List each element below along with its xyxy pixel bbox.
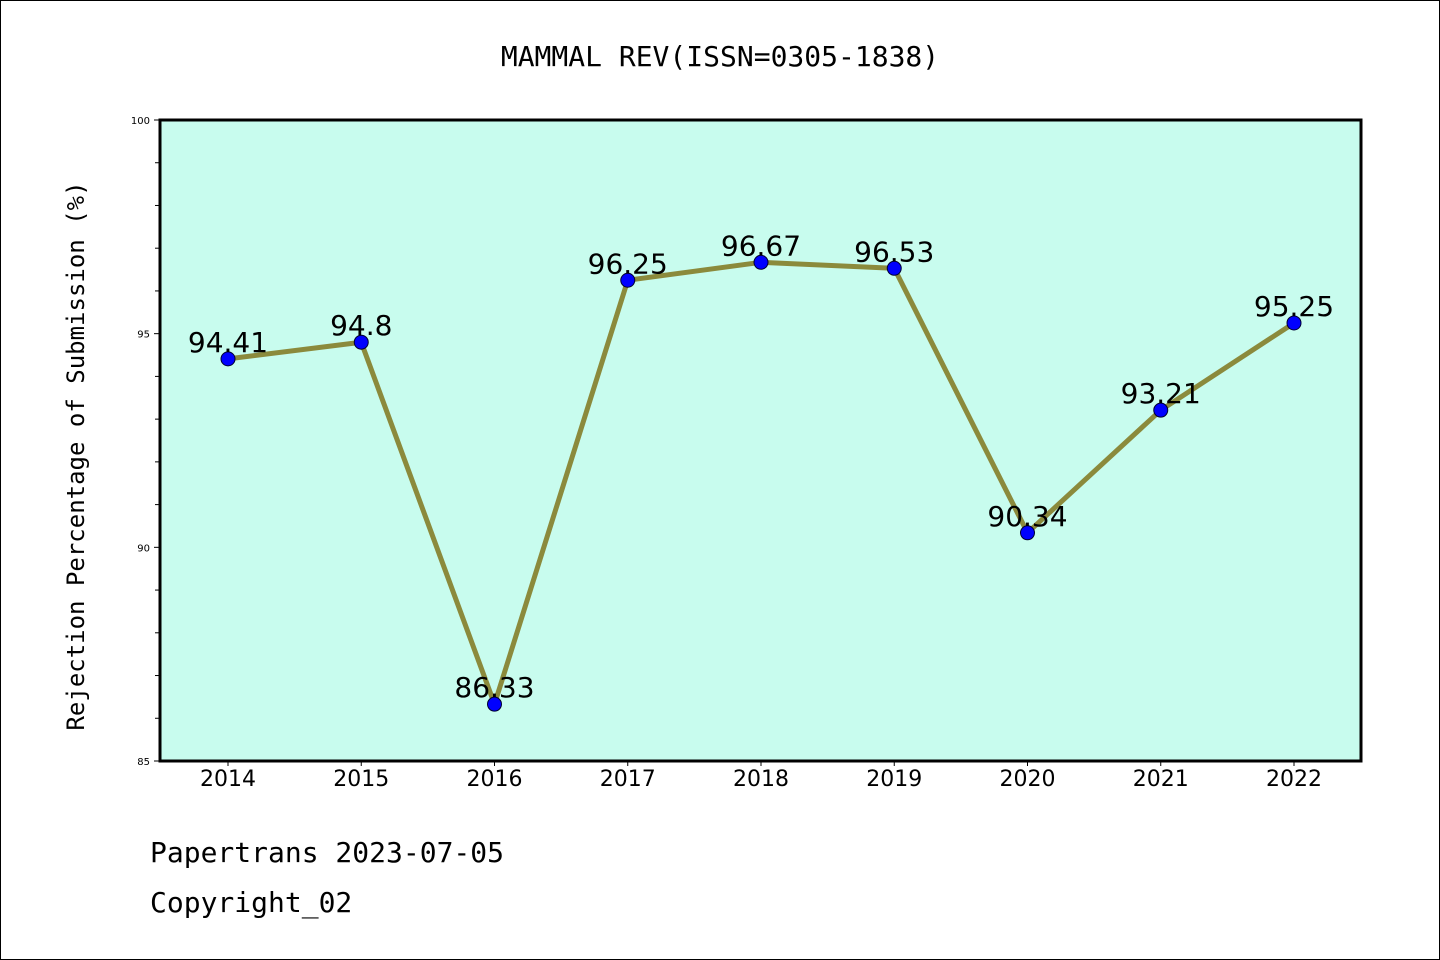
data-label: 96.53: [854, 235, 934, 268]
x-tick-label: 2015: [333, 767, 389, 792]
y-tick-label: 90: [137, 543, 150, 554]
data-point: [1153, 402, 1169, 418]
data-point: [487, 696, 502, 712]
footer-copyright: Copyright_02: [150, 886, 353, 919]
data-label: 96.67: [721, 229, 801, 262]
data-label: 93.21: [1121, 377, 1201, 410]
x-tick-label: 2017: [600, 767, 656, 792]
plot-area: [160, 120, 1361, 761]
data-label: 94.8: [330, 309, 392, 342]
data-point: [220, 351, 236, 367]
y-tick-label: 100: [131, 116, 150, 127]
data-point: [1020, 525, 1035, 541]
x-tick-label: 2021: [1133, 767, 1189, 792]
y-tick-label: 95: [137, 330, 150, 341]
x-tick-label: 2020: [1000, 767, 1056, 792]
data-label: 94.41: [188, 326, 268, 359]
y-tick-label: 85: [137, 757, 150, 768]
y-axis-label: Rejection Percentage of Submission (%): [62, 181, 90, 730]
data-point: [753, 254, 769, 270]
data-label: 86.33: [454, 671, 534, 704]
data-point: [353, 334, 369, 350]
footer-date: Papertrans 2023-07-05: [150, 836, 505, 869]
data-label: 96.25: [588, 247, 668, 280]
x-tick-label: 2022: [1266, 767, 1322, 792]
data-point: [886, 260, 902, 276]
x-tick-label: 2014: [200, 767, 256, 792]
x-tick-label: 2018: [733, 767, 789, 792]
x-tick-label: 2016: [467, 767, 523, 792]
data-point: [1286, 315, 1302, 331]
data-label: 95.25: [1254, 290, 1334, 323]
plot-border: [158, 118, 1363, 763]
data-label: 90.34: [987, 500, 1067, 533]
x-tick-label: 2019: [866, 767, 922, 792]
data-point: [620, 272, 636, 288]
chart-title: MAMMAL REV(ISSN=0305-1838): [501, 40, 939, 73]
